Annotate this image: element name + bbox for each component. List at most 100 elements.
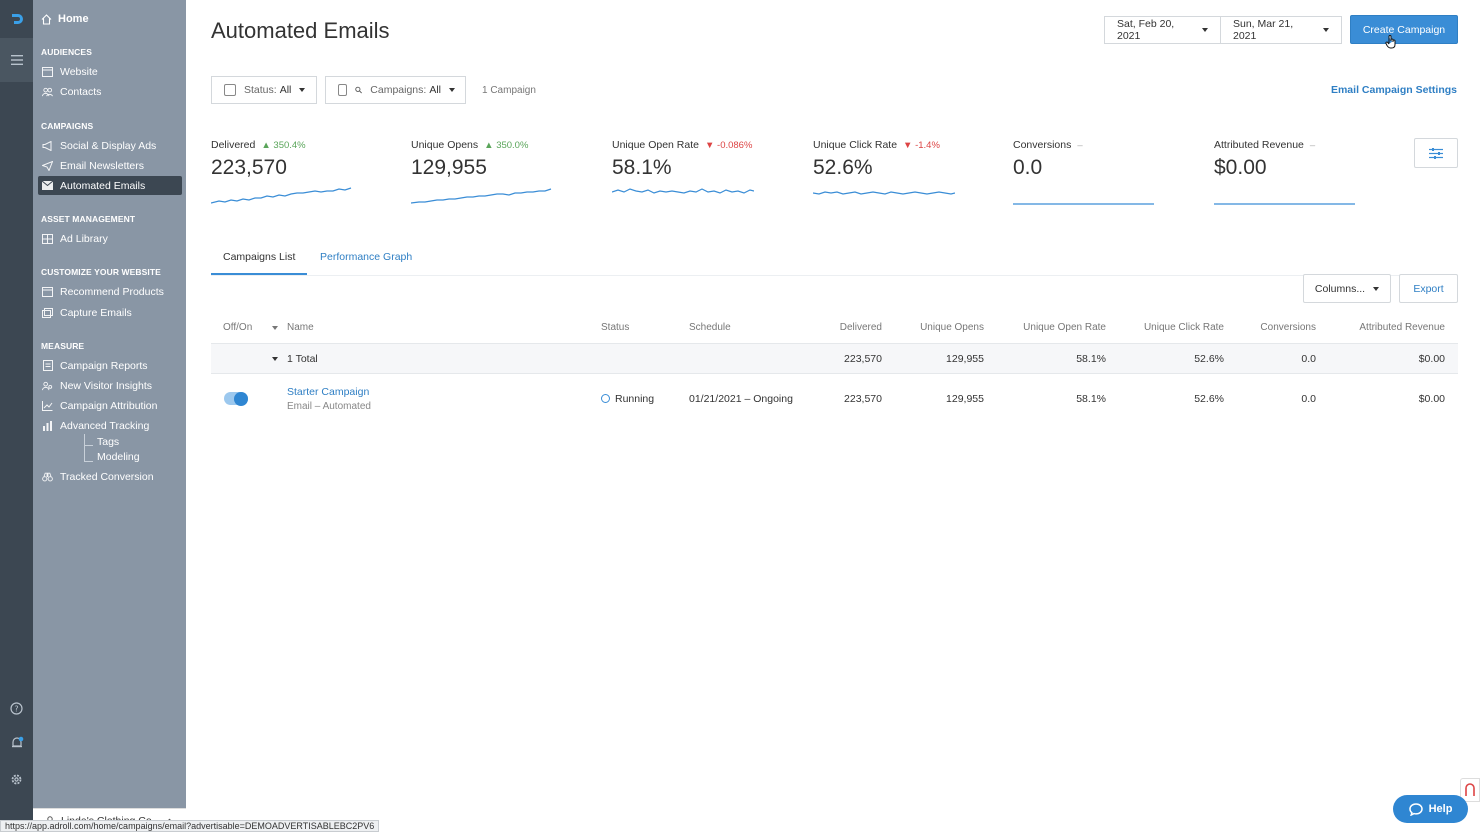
- sidebar-item-automated-emails[interactable]: Automated Emails: [38, 176, 182, 195]
- metric-label: Conversions: [1013, 139, 1072, 151]
- column-header-unique-opens[interactable]: Unique Opens: [920, 322, 984, 333]
- sidebar-item-tracked-conversion[interactable]: Tracked Conversion: [38, 467, 182, 486]
- metric-unique-open-rate: Unique Open Rate ▼ -0.086% 58.1%: [612, 139, 762, 207]
- home-icon: [41, 13, 52, 25]
- columns-dropdown-button[interactable]: Columns...: [1303, 274, 1391, 303]
- total-unique-click-rate: 52.6%: [1194, 353, 1224, 365]
- sidebar-item-home[interactable]: Home: [41, 10, 89, 28]
- gear-icon[interactable]: [0, 767, 33, 791]
- metric-label: Unique Opens: [411, 139, 479, 151]
- column-header-unique-open-rate[interactable]: Unique Open Rate: [1023, 322, 1106, 333]
- column-header-status[interactable]: Status: [601, 322, 630, 333]
- metric-value: 223,570: [211, 156, 287, 179]
- status-filter-checkbox[interactable]: [224, 84, 236, 96]
- tab-performance-graph[interactable]: Performance Graph: [320, 251, 413, 263]
- delivered-sparkline: [211, 187, 352, 204]
- sidebar-item-social-display-ads[interactable]: Social & Display Ads: [38, 136, 182, 155]
- sidebar-item-advanced-tracking[interactable]: Advanced Tracking: [38, 416, 182, 435]
- sidebar-item-campaign-attribution[interactable]: Campaign Attribution: [38, 396, 182, 415]
- sidebar-item-label: Campaign Attribution: [60, 399, 158, 412]
- help-label: Help: [1428, 803, 1453, 815]
- metric-label: Delivered: [211, 139, 256, 151]
- browser-window-icon: [42, 286, 53, 297]
- browser-status-bar-url: https://app.adroll.com/home/campaigns/em…: [0, 820, 380, 832]
- active-tab-indicator: [211, 273, 307, 275]
- sidebar-item-new-visitor-insights[interactable]: New Visitor Insights: [38, 376, 182, 395]
- help-button[interactable]: Help: [1393, 795, 1468, 823]
- unique-click-rate-sparkline: [813, 191, 955, 195]
- sidebar-item-label: Email Newsletters: [60, 159, 145, 172]
- campaign-unique-open-rate: 58.1%: [1076, 393, 1106, 405]
- email-campaign-settings-link[interactable]: Email Campaign Settings: [1330, 84, 1457, 96]
- start-date-picker[interactable]: Sat, Feb 20, 2021: [1104, 16, 1221, 44]
- sidebar-item-label: Contacts: [60, 85, 102, 98]
- campaign-delivered: 223,570: [844, 393, 882, 405]
- create-campaign-button[interactable]: Create Campaign: [1350, 15, 1458, 44]
- adroll-logo-icon[interactable]: [0, 0, 33, 38]
- end-date-picker[interactable]: Sun, Mar 21, 2021: [1220, 16, 1342, 44]
- sidebar-item-email-newsletters[interactable]: Email Newsletters: [38, 156, 182, 175]
- campaign-count: 1 Campaign: [482, 85, 536, 96]
- page-title: Automated Emails: [211, 18, 390, 43]
- campaign-schedule: 01/21/2021 – Ongoing: [689, 393, 793, 405]
- hamburger-menu-icon[interactable]: [0, 38, 33, 82]
- sidebar-item-label: Recommend Products: [60, 285, 164, 298]
- column-header-schedule[interactable]: Schedule: [689, 322, 731, 333]
- metric-delta-down: ▼ -0.086%: [704, 139, 753, 151]
- sidebar-item-campaign-reports[interactable]: Campaign Reports: [38, 356, 182, 375]
- sidebar-item-recommend-products[interactable]: Recommend Products: [38, 282, 182, 301]
- toggle-knob: [234, 391, 248, 406]
- collapse-caret-icon[interactable]: [272, 357, 278, 361]
- campaigns-filter-checkbox[interactable]: [338, 84, 348, 96]
- status-filter-dropdown[interactable]: Status: All: [211, 76, 317, 104]
- sidebar: Home AUDIENCES Website Contacts CAMPAIGN…: [33, 0, 186, 832]
- metrics-settings-button[interactable]: [1414, 138, 1458, 168]
- sidebar-subitem-tags[interactable]: Tags: [97, 436, 120, 448]
- sidebar-item-ad-library[interactable]: Ad Library: [38, 229, 182, 248]
- metric-value: $0.00: [1214, 156, 1267, 179]
- export-button[interactable]: Export: [1399, 274, 1458, 303]
- tree-connector: [84, 445, 93, 446]
- feedback-icon: [1465, 783, 1475, 796]
- sidebar-item-website[interactable]: Website: [38, 62, 182, 81]
- caret-down-icon: [299, 88, 306, 92]
- metric-value: 52.6%: [813, 156, 873, 179]
- column-header-attributed-revenue[interactable]: Attributed Revenue: [1359, 322, 1445, 333]
- sidebar-item-label: Capture Emails: [60, 306, 132, 319]
- unique-opens-sparkline: [411, 188, 552, 204]
- campaign-type: Email – Automated: [287, 401, 371, 412]
- metric-unique-click-rate: Unique Click Rate ▼ -1.4% 52.6%: [813, 139, 963, 207]
- sidebar-item-label: Ad Library: [60, 232, 108, 245]
- svg-text:?: ?: [14, 704, 18, 713]
- total-delivered: 223,570: [844, 353, 882, 365]
- sidebar-item-capture-emails[interactable]: Capture Emails: [38, 303, 182, 322]
- sidebar-item-contacts[interactable]: Contacts: [38, 82, 182, 101]
- campaign-unique-opens: 129,955: [946, 393, 984, 405]
- contacts-icon: [42, 86, 53, 97]
- unique-open-rate-sparkline: [612, 188, 754, 194]
- section-title-asset-management: ASSET MANAGEMENT: [41, 214, 136, 224]
- column-header-name[interactable]: Name: [287, 322, 314, 333]
- column-header-delivered[interactable]: Delivered: [839, 322, 882, 333]
- metric-conversions: Conversions – 0.0: [1013, 139, 1163, 207]
- campaigns-filter-dropdown[interactable]: Campaigns: All: [325, 76, 466, 104]
- grid-icon: [42, 233, 53, 244]
- chat-bubble-icon: [1408, 802, 1423, 816]
- sort-caret-icon[interactable]: [272, 326, 278, 330]
- running-status-icon: [601, 394, 610, 403]
- notification-bell-icon[interactable]: [0, 731, 33, 755]
- campaign-name-link[interactable]: Starter Campaign: [287, 386, 370, 398]
- sidebar-item-label: Home: [58, 13, 89, 25]
- caret-down-icon: [1202, 28, 1208, 32]
- browser-window-icon: [42, 66, 53, 77]
- sidebar-subitem-modeling[interactable]: Modeling: [97, 451, 140, 463]
- status-filter-label: Status:: [244, 84, 277, 96]
- caret-down-icon: [1323, 28, 1329, 32]
- campaign-on-off-toggle[interactable]: [224, 391, 248, 406]
- metric-label: Attributed Revenue: [1214, 139, 1304, 151]
- help-circle-icon[interactable]: ?: [0, 696, 33, 720]
- tree-connector: [84, 461, 93, 462]
- column-header-unique-click-rate[interactable]: Unique Click Rate: [1143, 322, 1224, 333]
- column-header-conversions[interactable]: Conversions: [1260, 322, 1316, 333]
- tab-campaigns-list[interactable]: Campaigns List: [223, 251, 296, 263]
